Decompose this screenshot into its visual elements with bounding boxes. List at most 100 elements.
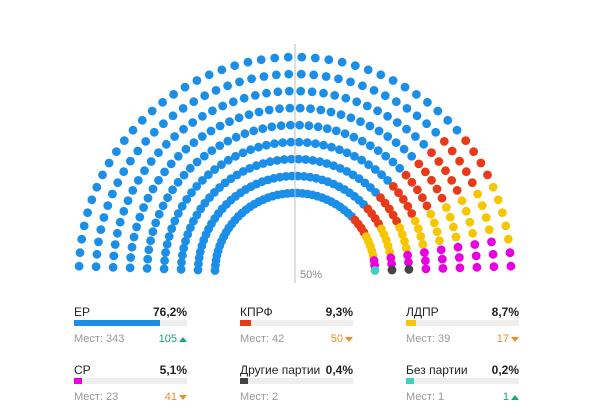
seat-dot bbox=[414, 159, 424, 169]
seat-dot bbox=[115, 217, 125, 227]
seat-dot bbox=[169, 90, 179, 99]
seat-dot bbox=[284, 86, 294, 96]
party-seats: Мест: 23 bbox=[74, 391, 119, 403]
party-card-ldpr[interactable]: ЛДПР 8,7% Мест: 39 17 bbox=[406, 305, 519, 355]
party-seat-change: 1 bbox=[503, 391, 519, 403]
seat-dot bbox=[161, 139, 171, 149]
seat-dot bbox=[402, 104, 412, 113]
party-card-kprf[interactable]: КПРФ 9,3% Мест: 42 50 bbox=[240, 305, 353, 355]
seat-dot bbox=[296, 86, 306, 96]
seat-dot bbox=[245, 164, 255, 173]
party-seats: Мест: 343 bbox=[74, 333, 125, 345]
seat-dot bbox=[247, 74, 256, 84]
seat-dot bbox=[358, 81, 367, 91]
seat-dot bbox=[476, 158, 486, 168]
seat-dot bbox=[218, 101, 228, 111]
seat-dot bbox=[443, 115, 453, 125]
seat-dot bbox=[125, 263, 135, 273]
seat-dot bbox=[319, 88, 328, 98]
seat-dot bbox=[168, 185, 178, 195]
party-seats: Мест: 42 bbox=[240, 333, 285, 345]
seat-dot bbox=[259, 72, 269, 81]
seat-dot bbox=[381, 151, 391, 161]
seat-dot bbox=[178, 250, 187, 260]
seat-dot bbox=[238, 148, 248, 158]
seat-dot bbox=[302, 138, 312, 148]
seat-dot bbox=[451, 232, 461, 242]
arrow-up-icon bbox=[179, 336, 187, 342]
seat-dot bbox=[79, 221, 89, 231]
seat-dot bbox=[432, 184, 442, 194]
seat-dot bbox=[426, 209, 436, 219]
seat-dot bbox=[154, 209, 164, 219]
seat-dot bbox=[231, 132, 241, 142]
seat-dot bbox=[87, 195, 97, 205]
party-name: Другие партии bbox=[240, 363, 321, 377]
seat-dot bbox=[472, 262, 482, 272]
seat-dot bbox=[270, 53, 280, 63]
seat-dot bbox=[204, 70, 214, 80]
seat-dot bbox=[422, 119, 431, 129]
party-card-sr[interactable]: СР 5,1% Мест: 23 41 bbox=[74, 363, 187, 413]
seat-dot bbox=[350, 61, 360, 70]
seat-dot bbox=[91, 262, 101, 272]
seat-dot bbox=[182, 195, 192, 204]
seat-dot bbox=[337, 57, 347, 67]
party-bar-fill bbox=[240, 378, 248, 384]
seat-dot bbox=[164, 232, 174, 241]
seat-dot bbox=[146, 157, 156, 166]
seat-dot bbox=[173, 209, 183, 218]
seat-dot bbox=[143, 254, 153, 264]
seat-dot bbox=[477, 201, 487, 211]
party-bar-track bbox=[74, 378, 187, 384]
seat-dot bbox=[431, 127, 441, 137]
seat-dot bbox=[161, 248, 171, 257]
seat-dot bbox=[254, 142, 263, 152]
party-bar-track bbox=[240, 378, 353, 384]
seat-dot bbox=[189, 97, 199, 107]
seat-dot bbox=[154, 175, 163, 185]
seat-dot bbox=[439, 137, 449, 146]
party-name: КПРФ bbox=[240, 305, 273, 319]
seat-dot bbox=[363, 65, 373, 75]
seat-dot bbox=[488, 249, 498, 259]
seat-dot bbox=[187, 188, 196, 198]
seat-dot bbox=[380, 91, 390, 101]
seat-dot bbox=[452, 125, 462, 135]
seat-dot bbox=[177, 201, 187, 211]
seat-dot bbox=[166, 159, 176, 169]
seat-dot bbox=[427, 175, 436, 185]
seat-dot bbox=[407, 151, 417, 161]
seat-dot bbox=[163, 193, 173, 203]
seat-dot bbox=[437, 193, 447, 203]
party-bar-fill bbox=[74, 320, 161, 326]
seat-dot bbox=[395, 223, 404, 233]
seat-dot bbox=[278, 138, 288, 148]
seat-dot bbox=[215, 141, 225, 151]
seat-dot bbox=[223, 155, 233, 165]
party-bar-track bbox=[406, 378, 519, 384]
seat-dot bbox=[83, 208, 92, 218]
seat-dot bbox=[377, 170, 386, 180]
seat-dot bbox=[286, 120, 295, 130]
seat-dot bbox=[407, 209, 417, 218]
party-card-independent[interactable]: Без партии 0,2% Мест: 1 1 bbox=[406, 363, 519, 413]
seat-dot bbox=[331, 126, 341, 136]
seat-dot bbox=[167, 224, 177, 234]
party-card-er[interactable]: ЕР 76,2% Мест: 343 105 bbox=[74, 305, 187, 355]
party-bar-track bbox=[406, 320, 519, 326]
seat-dot bbox=[392, 118, 402, 127]
seat-dot bbox=[228, 97, 238, 107]
seat-dot bbox=[189, 138, 199, 148]
seat-dot bbox=[438, 264, 448, 273]
party-card-other[interactable]: Другие партии 0,4% Мест: 2 bbox=[240, 363, 353, 413]
seat-dot bbox=[108, 262, 118, 272]
seat-dot bbox=[421, 167, 430, 177]
seat-dot bbox=[104, 158, 114, 168]
seat-dot bbox=[418, 193, 427, 203]
seat-dot bbox=[421, 256, 430, 266]
seat-dot bbox=[449, 222, 458, 232]
seat-dot bbox=[285, 103, 295, 113]
seat-dot bbox=[294, 137, 304, 147]
seat-dot bbox=[403, 201, 413, 211]
